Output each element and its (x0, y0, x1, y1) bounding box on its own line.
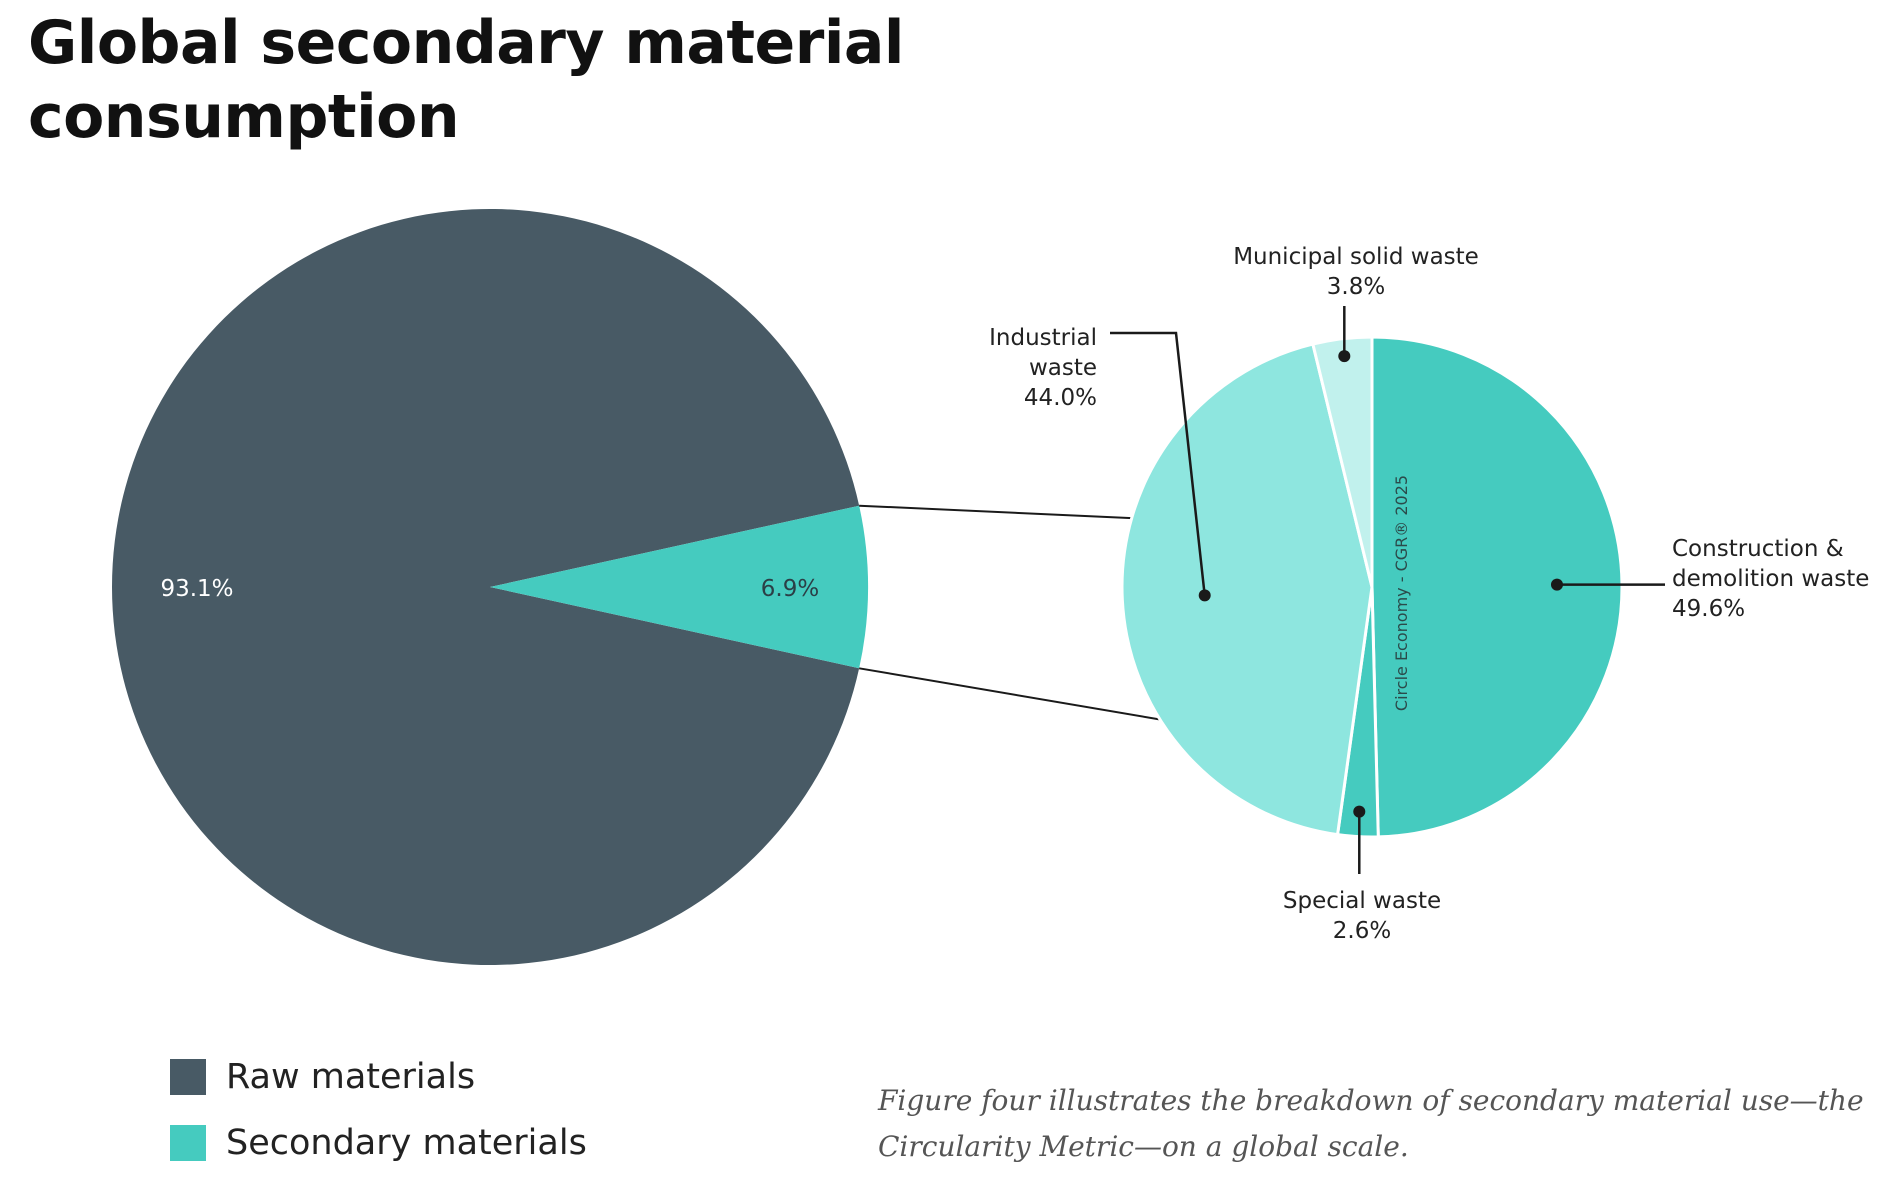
legend-label-raw: Raw materials (226, 1057, 476, 1097)
connector-bottom (858, 667, 1161, 721)
annotation-municipal-solid-waste: Municipal solid waste 3.8% (1233, 244, 1479, 300)
connector-top (859, 504, 1132, 520)
label-secondary-materials: 6.9% (761, 576, 819, 602)
slice-municipal-solid-waste (1311, 335, 1374, 589)
slice-raw-materials (111, 209, 860, 965)
page-title: Global secondary material consumption (28, 6, 1028, 154)
annotation-special-waste: Special waste 2.6% (1283, 888, 1441, 944)
legend: Raw materials Secondary materials (170, 1057, 587, 1190)
legend-item-raw-materials: Raw materials (170, 1057, 587, 1097)
marker-municipal-solid-waste (1338, 350, 1351, 363)
legend-swatch-raw (170, 1059, 206, 1095)
watermark-text: Circle Economy - CGR® 2025 (1392, 475, 1411, 711)
marker-special-waste (1353, 805, 1366, 818)
slice-industrial-waste (1120, 342, 1374, 837)
figure-caption: Figure four illustrates the breakdown of… (878, 1078, 1878, 1170)
legend-label-secondary: Secondary materials (226, 1123, 587, 1163)
caption-line-2: Circularity Metric—on a global scale. (878, 1130, 1409, 1163)
main-pie: 93.1% 6.9% (111, 209, 868, 965)
annotation-construction-demolition-waste: Construction & demolition waste 49.6% (1672, 536, 1869, 622)
title-line-2: consumption (28, 82, 460, 152)
annotation-industrial-waste: Industrial waste 44.0% (989, 325, 1097, 411)
zoom-connectors (858, 504, 1161, 721)
label-raw-materials: 93.1% (160, 576, 233, 602)
leader-industrial-waste (1110, 331, 1206, 596)
slice-secondary-materials (490, 505, 868, 669)
title-line-1: Global secondary material (28, 8, 904, 78)
breakdown-annotations: Construction & demolition waste 49.6% Speci… (989, 244, 1869, 944)
marker-industrial-waste (1198, 589, 1211, 602)
legend-item-secondary-materials: Secondary materials (170, 1123, 587, 1163)
breakdown-pie (1120, 335, 1624, 839)
caption-line-1: Figure four illustrates the breakdown of… (878, 1084, 1864, 1117)
legend-swatch-secondary (170, 1125, 206, 1161)
marker-construction-demolition-waste (1550, 578, 1563, 591)
